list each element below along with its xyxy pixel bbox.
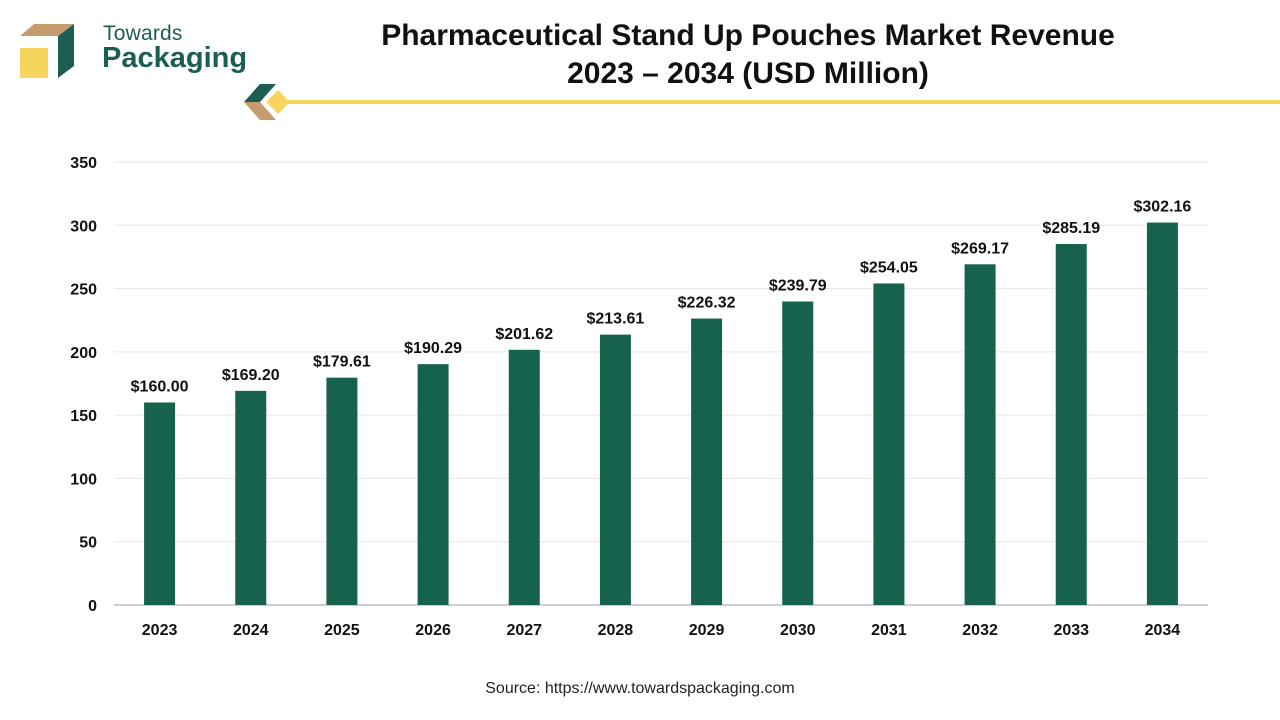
- y-tick-label: 300: [70, 218, 97, 235]
- y-tick-label: 150: [70, 408, 97, 425]
- data-label: $201.62: [495, 326, 553, 343]
- bar-2029: [691, 318, 723, 605]
- data-label: $213.61: [586, 311, 644, 328]
- data-label: $160.00: [131, 378, 189, 395]
- bar-2031: [873, 283, 905, 605]
- box-logo-icon: [20, 24, 74, 78]
- logo-text-towards: Towards: [103, 22, 183, 45]
- data-label: $285.19: [1042, 220, 1100, 237]
- x-tick-label: 2023: [142, 622, 178, 639]
- accent-diamond-tan: [244, 102, 276, 120]
- x-tick-label: 2026: [415, 622, 451, 639]
- bar-2030: [782, 301, 814, 605]
- data-label: $169.20: [222, 367, 280, 384]
- bar-2026: [417, 364, 449, 605]
- y-tick-label: 350: [70, 155, 97, 172]
- y-tick-label: 250: [70, 282, 97, 299]
- logo-text-packaging: Packaging: [102, 42, 248, 74]
- title-accent-line: [244, 84, 1280, 120]
- y-tick-label: 100: [70, 471, 97, 488]
- bar-2024: [235, 390, 267, 605]
- bar-2028: [599, 334, 631, 605]
- bar-2025: [326, 377, 358, 605]
- data-label: $269.17: [951, 240, 1009, 257]
- data-label: $226.32: [678, 295, 736, 312]
- data-label: $179.61: [313, 354, 371, 371]
- accent-diamond-green: [244, 84, 276, 102]
- data-label: $190.29: [404, 340, 462, 357]
- bar-2032: [964, 264, 996, 605]
- x-tick-label: 2027: [506, 622, 542, 639]
- data-label: $254.05: [860, 259, 918, 276]
- bar-2033: [1055, 244, 1087, 605]
- y-tick-label: 50: [79, 535, 97, 552]
- x-tick-label: 2030: [780, 622, 816, 639]
- accent-diamond-yellow: [266, 90, 290, 114]
- chart-title-line2: 2023 – 2034 (USD Million): [567, 57, 929, 90]
- x-tick-label: 2028: [598, 622, 634, 639]
- bar-2027: [508, 349, 540, 605]
- x-tick-label: 2032: [962, 622, 998, 639]
- x-tick-label: 2034: [1145, 622, 1181, 639]
- y-tick-label: 200: [70, 345, 97, 362]
- x-tick-label: 2029: [689, 622, 725, 639]
- chart-title-line1: Pharmaceutical Stand Up Pouches Market R…: [381, 19, 1115, 52]
- x-tick-label: 2024: [233, 622, 269, 639]
- y-tick-label: 0: [88, 598, 97, 615]
- x-tick-label: 2033: [1053, 622, 1089, 639]
- accent-rule: [286, 100, 1280, 104]
- x-tick-label: 2031: [871, 622, 907, 639]
- bar-2023: [144, 402, 176, 605]
- x-tick-label: 2025: [324, 622, 360, 639]
- data-label: $239.79: [769, 277, 827, 294]
- data-label: $302.16: [1133, 199, 1191, 216]
- bar-2034: [1146, 222, 1178, 606]
- brand-logo: Towards Packaging: [18, 20, 247, 82]
- source-note: Source: https://www.towardspackaging.com: [485, 680, 795, 697]
